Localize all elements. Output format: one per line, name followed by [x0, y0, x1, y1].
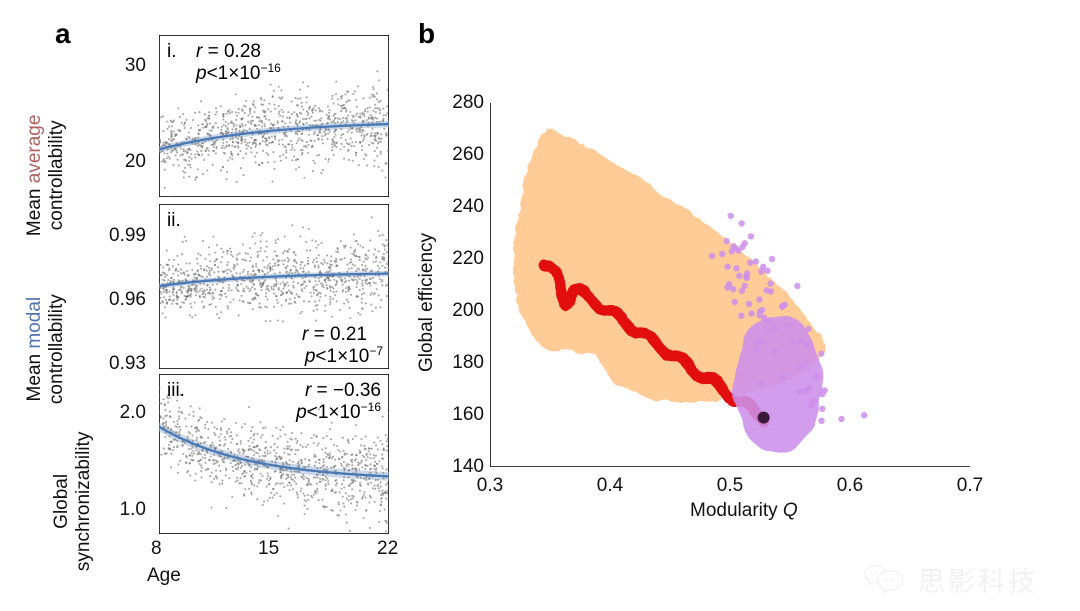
svg-text:iii.: iii. — [167, 380, 185, 401]
svg-text:i.: i. — [167, 41, 177, 62]
svg-text:r = −0.36: r = −0.36 — [305, 380, 381, 401]
svg-text:r = 0.28: r = 0.28 — [196, 41, 261, 62]
svg-text:r = 0.21: r = 0.21 — [302, 324, 367, 345]
svg-text:ii.: ii. — [167, 210, 181, 231]
